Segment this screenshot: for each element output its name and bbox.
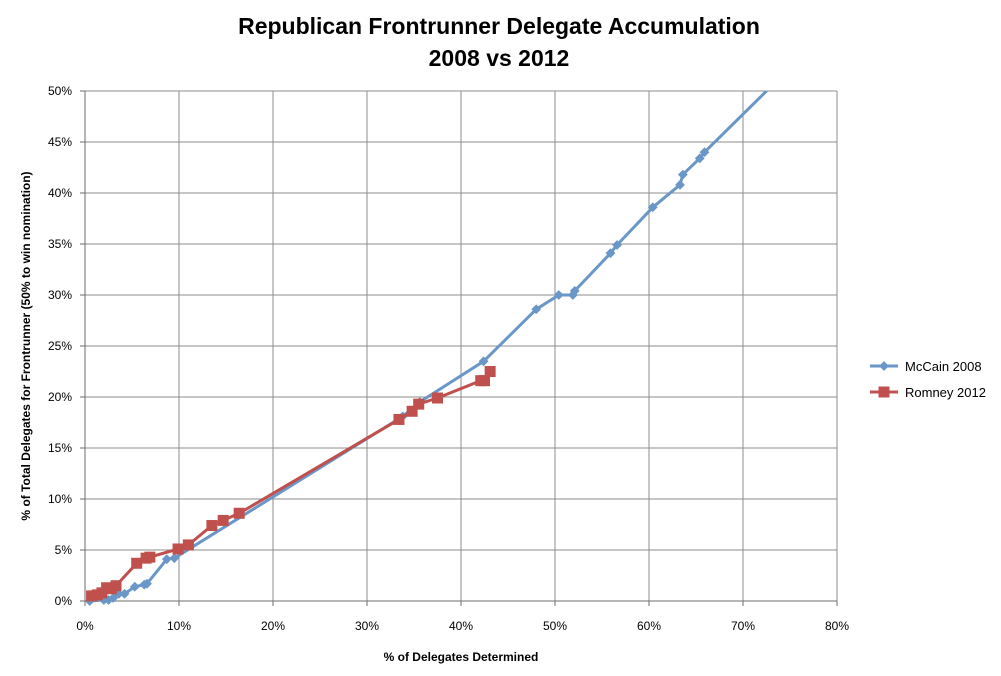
chart-subtitle: 2008 vs 2012 bbox=[429, 45, 570, 71]
y-tick-label: 5% bbox=[55, 543, 73, 557]
y-tick-label: 40% bbox=[48, 186, 72, 200]
data-point bbox=[478, 356, 489, 367]
y-tick-label: 45% bbox=[48, 135, 72, 149]
y-tick-label: 30% bbox=[48, 288, 72, 302]
legend-label: McCain 2008 bbox=[905, 359, 982, 374]
legend-marker bbox=[878, 386, 890, 398]
series bbox=[85, 91, 768, 606]
legend: McCain 2008 Romney 2012 bbox=[870, 359, 986, 400]
data-point bbox=[182, 539, 194, 551]
data-point bbox=[484, 366, 496, 377]
series-1 bbox=[86, 366, 496, 602]
data-point bbox=[161, 554, 172, 565]
x-tick-label: 50% bbox=[543, 619, 567, 633]
y-tick-label: 0% bbox=[55, 594, 73, 608]
data-point bbox=[432, 392, 443, 404]
legend-label: Romney 2012 bbox=[905, 385, 986, 400]
data-point bbox=[233, 507, 245, 519]
data-point bbox=[406, 405, 418, 417]
data-point bbox=[677, 169, 688, 180]
data-point bbox=[413, 398, 425, 410]
data-point bbox=[699, 147, 710, 158]
y-tick-label: 20% bbox=[48, 390, 72, 404]
data-point bbox=[647, 202, 658, 213]
x-tick-label: 10% bbox=[167, 619, 191, 633]
x-tick-label: 30% bbox=[355, 619, 379, 633]
x-tick-label: 40% bbox=[449, 619, 473, 633]
data-point bbox=[675, 179, 685, 190]
x-tick-label: 70% bbox=[731, 619, 755, 633]
data-point bbox=[129, 581, 140, 592]
series-0 bbox=[85, 91, 768, 606]
y-tick-label: 25% bbox=[48, 339, 72, 353]
legend-item: Romney 2012 bbox=[870, 385, 986, 400]
x-tick-label: 80% bbox=[825, 619, 849, 633]
gridlines bbox=[85, 90, 838, 601]
y-tick-label: 15% bbox=[48, 441, 72, 455]
data-point bbox=[393, 413, 405, 425]
data-point bbox=[169, 553, 180, 564]
data-point bbox=[531, 304, 542, 315]
x-tick-label: 60% bbox=[637, 619, 661, 633]
data-point bbox=[119, 588, 130, 599]
data-point bbox=[694, 153, 705, 164]
data-point bbox=[131, 557, 143, 569]
y-axis-title: % of Total Delegates for Frontrunner (50… bbox=[19, 171, 33, 520]
y-tick-label: 50% bbox=[48, 84, 72, 98]
legend-item: McCain 2008 bbox=[870, 359, 982, 374]
y-tick-labels: 0% 5% 10% 15% 20% 25% 30% 35% 40% 45% 50% bbox=[48, 84, 72, 608]
x-tick-label: 0% bbox=[76, 619, 94, 633]
data-point bbox=[553, 290, 564, 300]
legend-marker bbox=[879, 361, 889, 371]
chart-title: Republican Frontrunner Delegate Accumula… bbox=[238, 13, 760, 39]
data-point bbox=[172, 543, 184, 555]
data-point bbox=[110, 580, 122, 592]
data-point bbox=[605, 248, 616, 259]
axes bbox=[80, 90, 838, 606]
x-axis-title: % of Delegates Determined bbox=[384, 650, 539, 664]
data-point bbox=[217, 514, 229, 526]
y-tick-label: 10% bbox=[48, 492, 72, 506]
x-tick-labels: 0% 10% 20% 30% 40% 50% 60% 70% 80% bbox=[76, 619, 849, 633]
data-point bbox=[144, 551, 156, 563]
data-point bbox=[108, 593, 119, 603]
x-tick-label: 20% bbox=[261, 619, 285, 633]
data-point bbox=[479, 375, 490, 387]
y-tick-label: 35% bbox=[48, 237, 72, 251]
data-point bbox=[142, 578, 152, 589]
data-point bbox=[612, 240, 622, 250]
data-point bbox=[569, 286, 580, 296]
data-point bbox=[206, 520, 218, 532]
